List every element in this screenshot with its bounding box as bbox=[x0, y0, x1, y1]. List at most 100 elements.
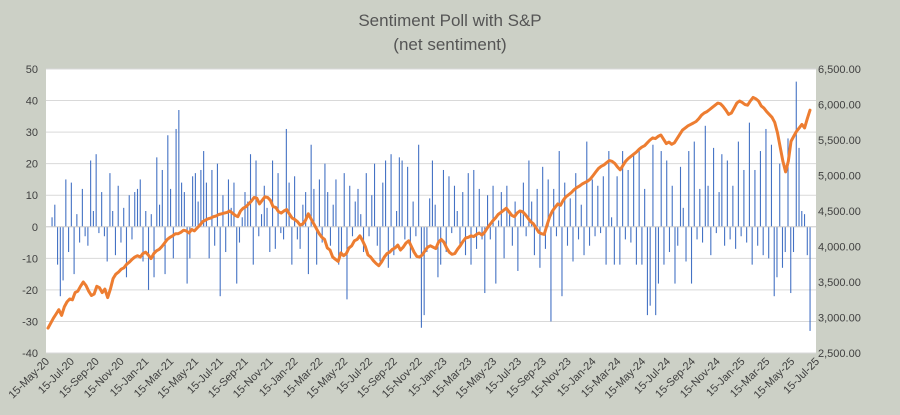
sentiment-bar bbox=[677, 226, 679, 246]
sentiment-bar bbox=[407, 166, 409, 227]
sentiment-bar bbox=[605, 226, 607, 265]
sentiment-bar bbox=[792, 226, 795, 253]
sentiment-bar bbox=[321, 226, 323, 243]
sentiment-bar bbox=[583, 226, 585, 256]
sentiment-bar bbox=[724, 226, 726, 246]
sentiment-bar bbox=[445, 226, 447, 253]
sentiment-bar bbox=[346, 226, 348, 300]
sentiment-bar bbox=[294, 176, 296, 227]
right-tick-label: 4,500.00 bbox=[818, 206, 861, 218]
sentiment-bar bbox=[740, 226, 742, 237]
right-tick-label: 3,500.00 bbox=[818, 277, 861, 289]
sentiment-bar bbox=[522, 182, 524, 227]
sentiment-bar bbox=[415, 226, 417, 237]
sentiment-bar bbox=[349, 185, 351, 227]
sentiment-bar bbox=[332, 204, 334, 227]
sentiment-bar bbox=[718, 192, 720, 227]
sentiment-bar bbox=[528, 160, 530, 227]
sentiment-bar bbox=[274, 226, 276, 249]
sentiment-bar bbox=[131, 226, 133, 240]
sentiment-bar bbox=[208, 226, 210, 259]
sentiment-bar bbox=[674, 226, 676, 284]
sentiment-bar bbox=[373, 163, 376, 227]
sentiment-bar bbox=[227, 179, 230, 227]
sentiment-bar bbox=[487, 195, 489, 227]
sentiment-bar bbox=[387, 226, 389, 268]
sentiment-bar bbox=[310, 144, 312, 227]
sentiment-bar bbox=[106, 226, 108, 262]
sentiment-bar bbox=[577, 226, 580, 240]
sentiment-bar bbox=[440, 226, 442, 265]
sentiment-bar bbox=[464, 226, 467, 256]
sentiment-bar bbox=[181, 182, 183, 227]
sentiment-bar bbox=[572, 226, 574, 262]
sentiment-bar bbox=[575, 173, 577, 227]
chart-title: Sentiment Poll with S&P bbox=[358, 11, 541, 30]
sentiment-bar bbox=[404, 226, 406, 240]
sentiment-bar bbox=[189, 226, 191, 259]
sentiment-bar bbox=[597, 185, 599, 227]
sentiment-bar bbox=[453, 185, 456, 227]
sentiment-bar bbox=[544, 226, 546, 249]
sentiment-bar bbox=[801, 211, 803, 227]
sentiment-bar bbox=[707, 185, 709, 227]
sentiment-bar bbox=[517, 226, 519, 271]
sentiment-bar bbox=[244, 192, 246, 227]
sentiment-bar bbox=[263, 185, 265, 227]
sentiment-bar bbox=[437, 226, 439, 278]
sentiment-bar bbox=[260, 214, 263, 227]
sentiment-bar bbox=[368, 226, 370, 237]
sentiment-bar bbox=[693, 141, 695, 227]
sentiment-bar bbox=[798, 147, 800, 227]
sentiment-bar bbox=[781, 226, 784, 268]
sentiment-bar bbox=[492, 185, 494, 227]
sentiment-bar bbox=[729, 226, 731, 240]
sentiment-bar bbox=[283, 226, 285, 240]
sentiment-bar bbox=[652, 144, 654, 227]
sentiment-bar bbox=[219, 226, 221, 297]
sentiment-bar bbox=[396, 211, 398, 227]
sentiment-bar bbox=[164, 226, 166, 275]
right-tick-label: 6,500.00 bbox=[818, 64, 861, 76]
sentiment-bar bbox=[663, 226, 665, 265]
sentiment-bar bbox=[398, 157, 400, 227]
sentiment-bar bbox=[655, 226, 657, 316]
sentiment-bar bbox=[360, 214, 362, 227]
sentiment-bar bbox=[616, 176, 618, 227]
sentiment-bar bbox=[735, 226, 737, 249]
sentiment-bar bbox=[473, 169, 475, 227]
sentiment-bar bbox=[241, 217, 243, 227]
sentiment-bar bbox=[619, 226, 621, 265]
sentiment-bar bbox=[128, 195, 130, 227]
sentiment-bar bbox=[167, 135, 169, 227]
sentiment-bar bbox=[682, 207, 684, 227]
sentiment-bar bbox=[183, 192, 185, 227]
sentiment-bar bbox=[302, 204, 304, 227]
sentiment-bar bbox=[569, 198, 571, 227]
sentiment-bar bbox=[641, 226, 643, 265]
sentiment-bar bbox=[434, 204, 436, 227]
sentiment-bar bbox=[376, 226, 378, 246]
sentiment-bar bbox=[57, 226, 59, 265]
sentiment-bar bbox=[547, 179, 549, 227]
left-tick-label: 20 bbox=[26, 159, 38, 171]
sentiment-bar bbox=[238, 226, 241, 243]
sentiment-bar bbox=[679, 166, 682, 227]
sentiment-bar bbox=[475, 226, 478, 249]
sentiment-bar bbox=[90, 160, 92, 227]
sentiment-bar bbox=[500, 192, 502, 227]
right-tick-label: 2,500.00 bbox=[818, 348, 861, 360]
sentiment-bar bbox=[175, 128, 177, 227]
sentiment-bar bbox=[611, 217, 613, 227]
sentiment-bar bbox=[511, 226, 513, 246]
sentiment-bar bbox=[390, 154, 392, 227]
sentiment-bar bbox=[186, 226, 188, 284]
sentiment-bar bbox=[357, 188, 359, 227]
sentiment-bar bbox=[509, 214, 511, 227]
sentiment-bar bbox=[158, 204, 161, 227]
sentiment-bar bbox=[484, 226, 486, 294]
sentiment-bar bbox=[252, 226, 254, 265]
sentiment-bar bbox=[216, 163, 218, 227]
sentiment-bar bbox=[203, 151, 205, 227]
sentiment-bar bbox=[671, 185, 673, 227]
